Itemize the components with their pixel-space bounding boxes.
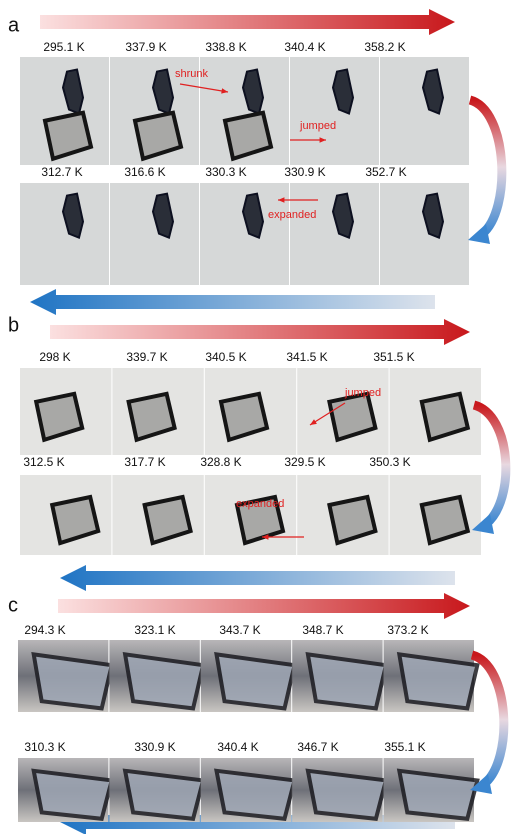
temperature-label: 346.7 K [297,740,338,754]
temperature-label: 330.3 K [205,165,246,179]
cooling-arrow [60,565,455,591]
crystal [308,771,386,819]
temperature-label: 373.2 K [387,623,428,637]
temperature-label: 312.5 K [23,455,64,469]
temperature-label: 340.5 K [205,350,246,364]
crystal [34,654,112,708]
temperature-label: 323.1 K [134,623,175,637]
annotation: expanded [268,209,316,221]
panel-label: c [8,594,18,616]
temperature-label: 355.1 K [384,740,425,754]
micrograph [110,183,199,285]
temperature-label: 330.9 K [134,740,175,754]
temperature-label: 295.1 K [43,40,84,54]
temperature-label: 341.5 K [286,350,327,364]
temperature-label: 316.6 K [124,165,165,179]
temperature-label: 330.9 K [284,165,325,179]
annotation: expanded [236,498,284,510]
temperature-label: 343.7 K [219,623,260,637]
annotation: jumped [344,387,381,399]
temperature-label: 358.2 K [364,40,405,54]
crystal [399,771,477,819]
temperature-label: 312.7 K [41,165,82,179]
temperature-label: 339.7 K [126,350,167,364]
temperature-label: 298 K [39,350,70,364]
heating-arrow [40,9,455,35]
heating-arrow [58,593,470,619]
temperature-label: 340.4 K [284,40,325,54]
micrograph [200,183,289,285]
micrograph [380,183,469,285]
crystal [399,654,477,708]
temperature-label: 310.3 K [24,740,65,754]
temperature-label: 317.7 K [124,455,165,469]
temperature-label: 352.7 K [365,165,406,179]
micrograph [20,183,109,285]
cycle-arrow [470,100,502,234]
crystal [217,654,295,708]
temperature-label: 350.3 K [369,455,410,469]
annotation: shrunk [175,68,209,80]
micrograph [290,57,379,165]
crystal [34,771,112,819]
crystal [125,654,203,708]
cooling-arrow [30,289,435,315]
crystal [217,771,295,819]
crystal [125,771,203,819]
micrograph [290,183,379,285]
annotation: jumped [299,120,336,132]
figure: a 295.1 K 337.9 K 338.8 K 340.4 K 358.2 K 312.… [0,0,517,834]
panel-label: b [8,314,19,336]
temperature-label: 338.8 K [205,40,246,54]
heating-arrow [50,319,470,345]
temperature-label: 351.5 K [373,350,414,364]
temperature-label: 329.5 K [284,455,325,469]
micrograph [380,57,469,165]
temperature-label: 294.3 K [24,623,65,637]
temperature-label: 328.8 K [200,455,241,469]
temperature-label: 348.7 K [302,623,343,637]
panel-label: a [8,14,20,36]
crystal [308,654,386,708]
temperature-label: 340.4 K [217,740,258,754]
temperature-label: 337.9 K [125,40,166,54]
